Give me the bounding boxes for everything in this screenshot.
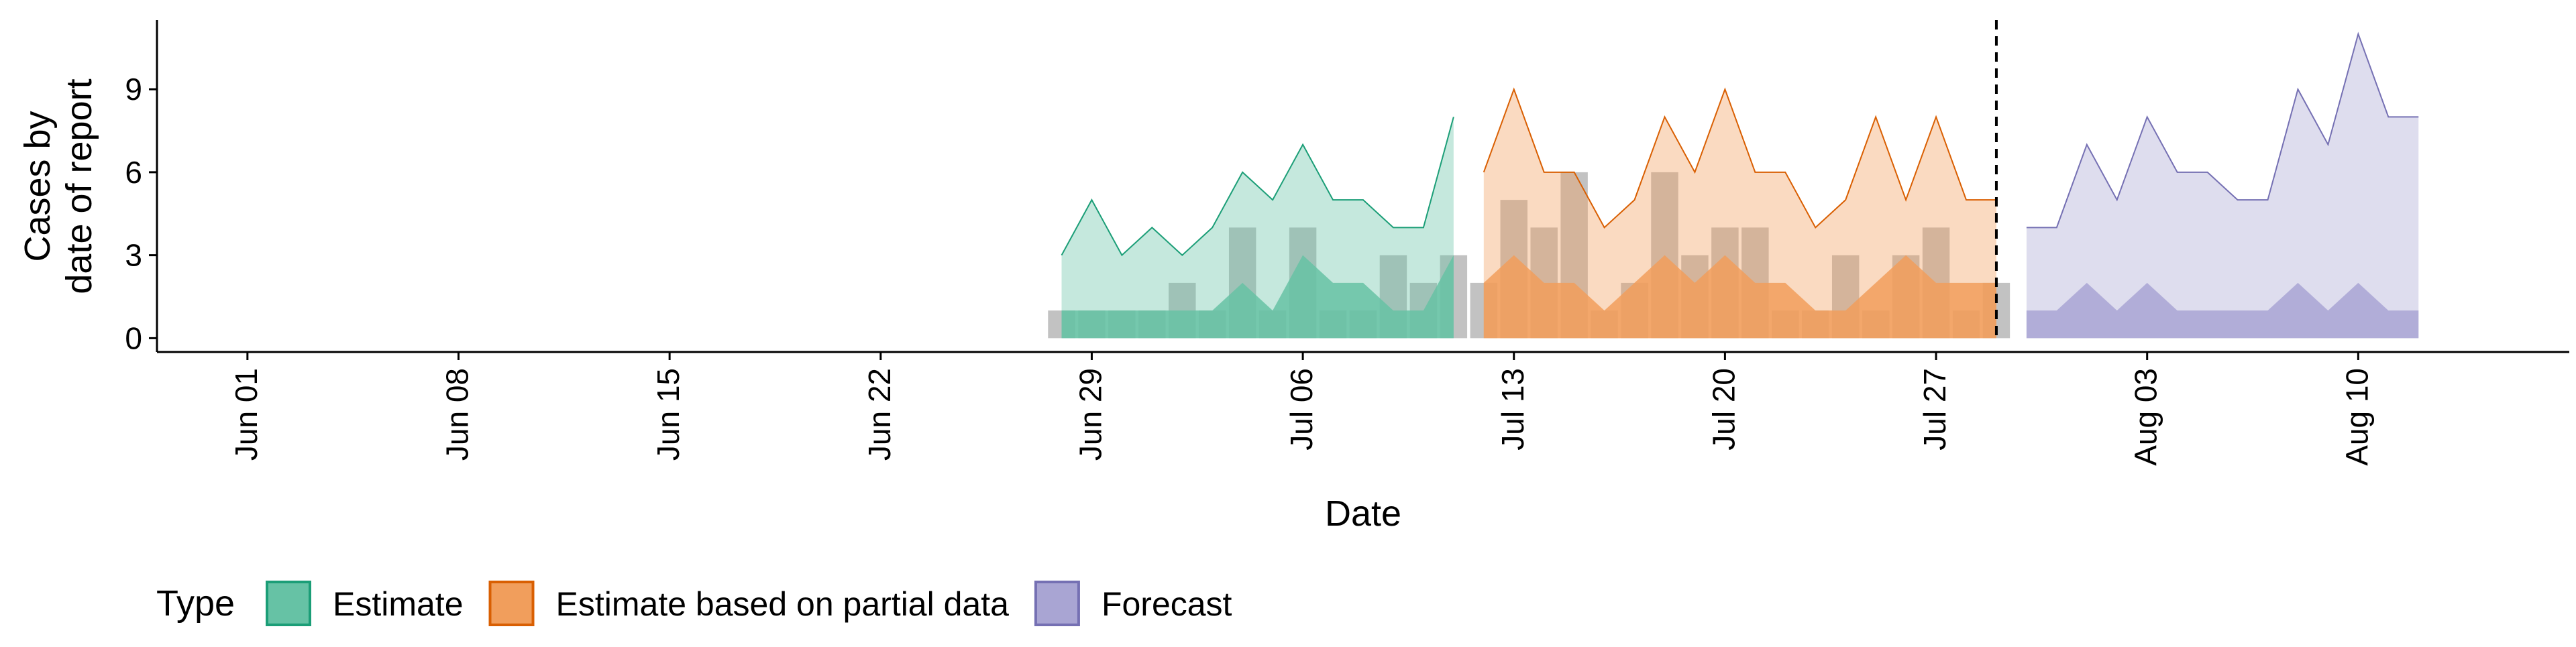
estimate-based-on-partial-data-upper-line [1483,87,1996,229]
x-tick-label: Jun 22 [862,368,897,461]
forecast-upper-line [2026,32,2419,229]
x-tick-label: Jul 20 [1706,368,1741,451]
x-tick-label: Jun 15 [651,368,686,461]
estimate-based-on-partial-data-inner-band [1483,255,1996,339]
legend-title: Type [156,583,235,624]
x-tick-label: Jul 27 [1917,368,1952,451]
legend-key-estimate-based-on-partial-data [488,581,535,626]
forecast-inner-band [2026,282,2419,339]
x-axis-title: Date [1325,493,1401,534]
legend-key-forecast [1034,581,1080,626]
y-tick-label: 0 [125,320,142,355]
legend: Type Estimate Estimate based on partial d… [156,581,1232,626]
x-tick-label: Jun 08 [440,368,475,461]
legend-items: Estimate Estimate based on partial data Fo… [266,581,1232,626]
y-axis-title-line-2: date of report [59,78,99,294]
y-axis-title-line-1: Cases by [17,111,58,261]
axes-layer [156,20,2569,353]
legend-label-forecast: Forecast [1102,585,1232,623]
x-tick-label: Aug 10 [2339,368,2374,466]
x-tick-label: Jul 13 [1495,368,1530,451]
y-tick-label: 6 [125,155,142,190]
legend-label-estimate-based-on-partial-data: Estimate based on partial data [556,585,1010,623]
x-ticks: Jun 01 Jun 08 Jun 15 Jun 22 Jun 29 Jul 06 Jul … [229,352,2374,466]
y-tick-label: 9 [125,72,142,107]
x-tick-label: Jun 29 [1073,368,1108,461]
y-tick-label: 3 [125,238,142,273]
y-ticks: 0 3 6 9 [125,72,157,355]
x-tick-label: Jun 01 [229,368,264,461]
estimate-based-on-partial-data-outer-band [1483,89,1996,339]
estimate-inner-band [1061,255,1454,339]
legend-label-estimate: Estimate [333,585,464,623]
estimate-upper-line [1061,117,1454,257]
legend-key-estimate [266,581,311,626]
x-tick-label: Aug 03 [2129,368,2163,466]
estimate-bands-layer [1061,32,2419,339]
x-tick-label: Jul 06 [1284,368,1319,451]
